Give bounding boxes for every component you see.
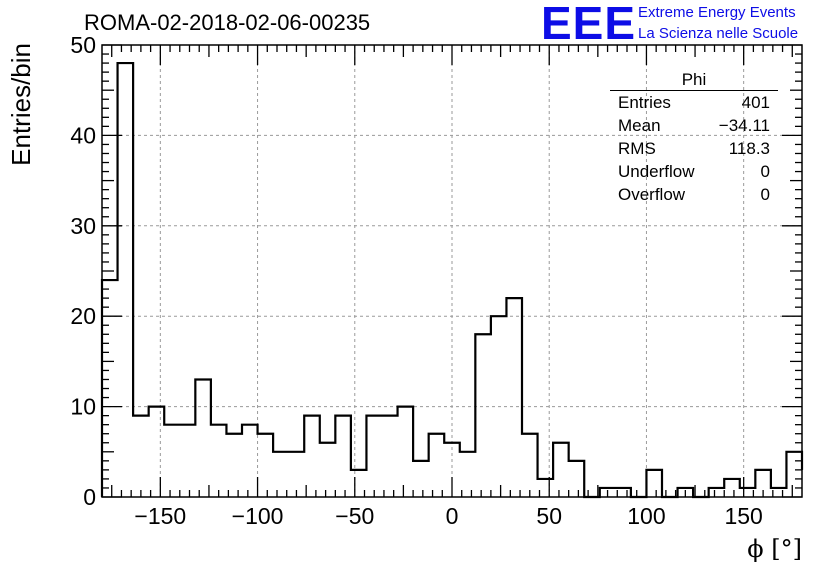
histogram-bin	[149, 407, 165, 497]
stats-row-mean: Mean −34.11	[610, 114, 778, 137]
histogram-bin	[553, 443, 569, 497]
histogram-bin	[195, 379, 211, 497]
y-axis-label: Entries/bin	[6, 43, 36, 166]
histogram-bin	[226, 434, 242, 497]
y-tick-label: 0	[83, 484, 96, 510]
plot-frame	[101, 44, 803, 498]
x-tick-label: 100	[627, 503, 665, 529]
x-tick-label: −50	[335, 503, 374, 529]
eee-logo: EEE	[541, 0, 637, 49]
tick-labels: −150 −100 −50 0 50 100 150 0 10 20 30 40 50	[70, 32, 762, 529]
y-tick-label: 20	[70, 303, 96, 329]
stats-value: −34.11	[718, 116, 770, 135]
chart-title: ROMA-02-2018-02-06-00235	[84, 10, 371, 35]
histogram-bin	[211, 425, 227, 497]
x-tick-label: 150	[724, 503, 762, 529]
y-tick-label: 50	[70, 32, 96, 58]
histogram-bin	[724, 479, 740, 497]
histogram-bin	[335, 416, 351, 497]
histogram-bin	[258, 434, 274, 497]
y-tick-label: 40	[70, 122, 96, 148]
stats-row-entries: Entries 401	[610, 91, 778, 114]
stats-box: Phi Entries 401 Mean −34.11 RMS 118.3 Un…	[610, 70, 778, 206]
stats-value: 401	[741, 93, 770, 112]
histogram-bin	[304, 416, 320, 497]
stats-row-overflow: Overflow 0	[610, 183, 778, 206]
histogram-bin	[429, 434, 445, 497]
stats-value: 0	[760, 162, 770, 181]
stats-label: Underflow	[618, 162, 695, 181]
x-tick-label: 0	[446, 503, 459, 529]
stats-title: Phi	[610, 70, 778, 91]
histogram-bin	[786, 452, 802, 497]
histogram-bin	[164, 425, 180, 497]
logo-line-1: Extreme Energy Events	[638, 4, 796, 21]
x-axis-label: ϕ [°]	[747, 535, 802, 563]
histogram-bin	[413, 461, 429, 497]
histogram-bin	[180, 425, 196, 497]
stats-row-underflow: Underflow 0	[610, 160, 778, 183]
histogram-bin	[366, 416, 382, 497]
histogram-bin	[382, 416, 398, 497]
histogram-bin	[646, 470, 662, 497]
histogram-bin	[569, 461, 585, 497]
x-tick-label: 50	[536, 503, 562, 529]
stats-label: RMS	[618, 139, 656, 158]
histogram-bin	[118, 63, 134, 497]
histogram-bin	[709, 488, 725, 497]
histogram-bin	[522, 434, 538, 497]
histogram-bin	[475, 334, 491, 497]
histogram-series	[100, 61, 804, 499]
y-tick-label: 10	[70, 394, 96, 420]
stats-value: 118.3	[728, 139, 770, 158]
histogram-outline	[100, 61, 804, 499]
histogram-bin	[398, 407, 414, 497]
stats-row-rms: RMS 118.3	[610, 137, 778, 160]
grid-lines	[102, 45, 802, 497]
x-tick-label: −100	[232, 503, 284, 529]
histogram-bin	[506, 298, 522, 497]
stats-value: 0	[760, 185, 770, 204]
y-tick-label: 30	[70, 213, 96, 239]
histogram-bin	[133, 416, 149, 497]
stats-label: Mean	[618, 116, 661, 135]
histogram-bin	[320, 443, 336, 497]
logo-line-2: La Scienza nelle Scuole	[638, 25, 799, 42]
stats-label: Overflow	[618, 185, 686, 204]
histogram-bin	[242, 425, 258, 497]
x-tick-label: −150	[134, 503, 186, 529]
stats-label: Entries	[618, 93, 671, 112]
